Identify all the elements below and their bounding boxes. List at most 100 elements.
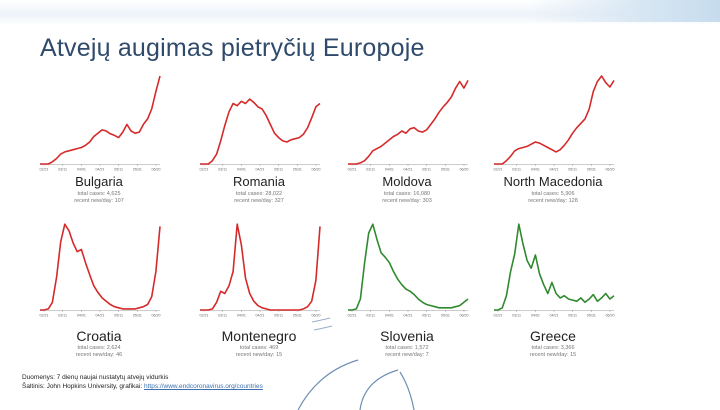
x-tick-label: 03/11 (218, 314, 227, 318)
x-tick-label: 04/01 (237, 168, 246, 172)
chart-plot: 02/21 03/11 04/01 04/21 05/11 05/31 06/20 (200, 98, 321, 172)
x-tick-label: 06/20 (460, 314, 469, 318)
series-line (40, 223, 161, 311)
total-cases-label: total cases: 2,624 (77, 345, 121, 351)
x-tick-label: 02/21 (40, 168, 49, 172)
x-tick-label: 06/20 (312, 168, 321, 172)
x-tick-label: 04/01 (237, 314, 246, 318)
x-tick-label: 05/11 (114, 314, 123, 318)
chart-plot: 02/21 03/11 04/01 04/21 05/11 05/31 06/20 (40, 75, 161, 172)
x-tick-label: 05/31 (587, 314, 596, 318)
x-tick-label: 02/21 (348, 168, 357, 172)
chart-plot: 02/21 03/11 04/01 04/21 05/11 05/31 06/20 (200, 223, 321, 318)
x-tick-label: 02/21 (494, 168, 503, 172)
x-tick-label: 06/20 (606, 168, 615, 172)
x-tick-label: 05/31 (293, 168, 302, 172)
x-tick-label: 05/11 (274, 314, 283, 318)
x-tick-label: 02/21 (40, 314, 49, 318)
country-name: Croatia (76, 328, 122, 344)
recent-new-per-day-label: recent new/day: 128 (528, 198, 578, 204)
country-name: Slovenia (380, 328, 434, 344)
country-name: Romania (232, 174, 286, 189)
x-tick-label: 04/21 (550, 168, 559, 172)
x-tick-label: 05/11 (568, 314, 577, 318)
recent-new-per-day-label: recent new/day: 303 (382, 198, 432, 204)
recent-new-per-day-label: recent new/day: 46 (75, 352, 123, 358)
x-tick-label: 04/21 (96, 314, 105, 318)
x-tick-label: 06/20 (152, 168, 161, 172)
x-tick-label: 04/01 (77, 168, 86, 172)
total-cases-label: total cases: 1,572 (385, 345, 429, 351)
total-cases-label: total cases: 3,366 (531, 345, 575, 351)
x-tick-label: 03/11 (366, 168, 375, 172)
series-line (200, 223, 321, 311)
x-tick-label: 03/11 (512, 168, 521, 172)
x-tick-label: 04/01 (531, 168, 540, 172)
country-name: North Macedonia (503, 174, 603, 189)
x-tick-label: 03/11 (512, 314, 521, 318)
series-line (200, 98, 321, 165)
x-tick-label: 04/01 (531, 314, 540, 318)
x-tick-label: 04/21 (256, 314, 265, 318)
recent-new-per-day-label: recent new/day: 15 (529, 352, 577, 358)
x-tick-label: 05/31 (133, 314, 142, 318)
total-cases-label: total cases: 5,906 (531, 191, 575, 197)
series-line (40, 75, 161, 165)
footer-data-note: Duomenys: 7 dienų naujai nustatytų atvej… (22, 374, 169, 381)
series-line (494, 223, 615, 311)
x-tick-label: 03/11 (58, 314, 67, 318)
recent-new-per-day-label: recent new/day: 327 (234, 198, 284, 204)
x-tick-label: 05/31 (293, 314, 302, 318)
x-tick-label: 06/20 (460, 168, 469, 172)
x-tick-label: 03/11 (366, 314, 375, 318)
country-name: Bulgaria (75, 174, 123, 189)
series-line (348, 223, 469, 311)
series-line (494, 75, 615, 165)
page-title: Atvejų augimas pietryčių Europoje (40, 34, 425, 62)
footer-source-label: Šaltinis: John Hopkins University, grafi… (22, 383, 143, 390)
country-name: Greece (530, 328, 576, 344)
x-tick-label: 03/11 (58, 168, 67, 172)
footer-source-link[interactable]: https://www.endcoronavirus.org/countries (144, 383, 263, 390)
x-tick-label: 04/21 (256, 168, 265, 172)
x-tick-label: 05/11 (422, 168, 431, 172)
x-tick-label: 06/20 (606, 314, 615, 318)
series-line (348, 80, 469, 165)
chart-panel-moldova: 02/21 03/11 04/01 04/21 05/11 05/31 06/20 Moldo… (346, 66, 496, 216)
x-tick-label: 04/01 (77, 314, 86, 318)
chart-plot: 02/21 03/11 04/01 04/21 05/11 05/31 06/20 (40, 223, 161, 318)
total-cases-label: total cases: 4,625 (77, 191, 121, 197)
total-cases-label: total cases: 469 (239, 345, 279, 351)
country-name: Moldova (382, 174, 432, 189)
x-tick-label: 05/31 (441, 168, 450, 172)
footer-source: Šaltinis: John Hopkins University, grafi… (22, 383, 263, 390)
x-tick-label: 04/21 (404, 168, 413, 172)
chart-panel-bulgaria: 02/21 03/11 04/01 04/21 05/11 05/31 06/20 Bulga… (38, 66, 188, 216)
x-tick-label: 05/11 (422, 314, 431, 318)
x-tick-label: 05/11 (568, 168, 577, 172)
x-tick-label: 05/11 (274, 168, 283, 172)
x-tick-label: 02/21 (494, 314, 503, 318)
chart-plot: 02/21 03/11 04/01 04/21 05/11 05/31 06/20 (494, 223, 615, 318)
x-tick-label: 04/01 (385, 168, 394, 172)
x-tick-label: 03/11 (218, 168, 227, 172)
x-tick-label: 05/31 (441, 314, 450, 318)
recent-new-per-day-label: recent new/day: 107 (74, 198, 124, 204)
top-corner-accent (530, 0, 720, 22)
x-tick-label: 04/01 (385, 314, 394, 318)
x-tick-label: 05/31 (133, 168, 142, 172)
x-tick-label: 02/21 (200, 168, 209, 172)
recent-new-per-day-label: recent new/day: 15 (235, 352, 283, 358)
chart-panel-montenegro: 02/21 03/11 04/01 04/21 05/11 05/31 06/20 Monte… (198, 212, 348, 362)
country-name: Montenegro (221, 328, 297, 344)
chart-panel-slovenia: 02/21 03/11 04/01 04/21 05/11 05/31 06/20 Slove… (346, 212, 496, 362)
x-tick-label: 02/21 (200, 314, 209, 318)
x-tick-label: 04/21 (96, 168, 105, 172)
total-cases-label: total cases: 28,022 (235, 191, 283, 197)
x-tick-label: 06/20 (312, 314, 321, 318)
chart-plot: 02/21 03/11 04/01 04/21 05/11 05/31 06/20 (348, 223, 469, 318)
chart-panel-north-macedonia: 02/21 03/11 04/01 04/21 05/11 05/31 06/20 North… (492, 66, 642, 216)
x-tick-label: 04/21 (550, 314, 559, 318)
chart-panel-croatia: 02/21 03/11 04/01 04/21 05/11 05/31 06/20 Croat… (38, 212, 188, 362)
